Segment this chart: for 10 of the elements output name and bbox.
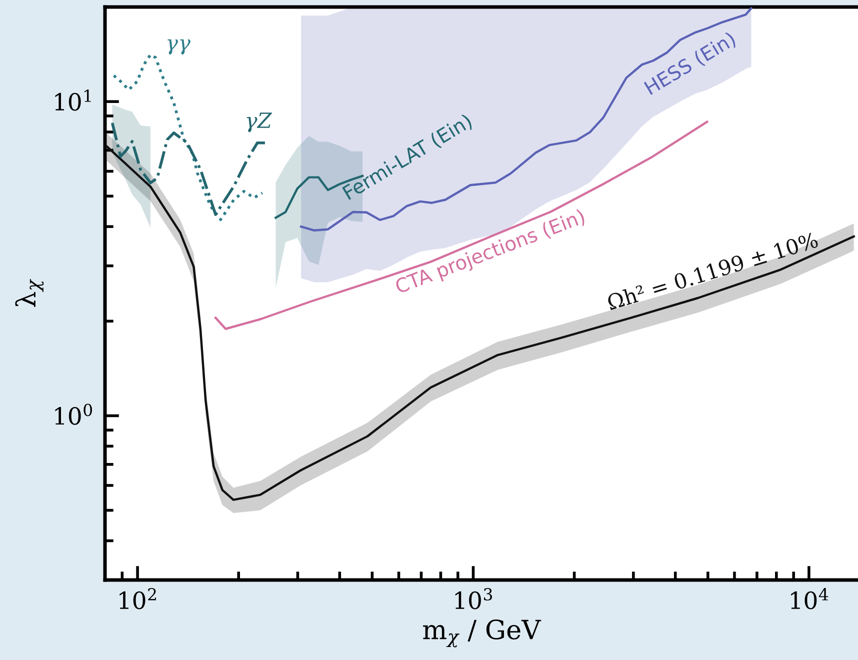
x-tick-label: 10$^{4}$ bbox=[791, 588, 828, 610]
y-tick-label: 10$^{1}$ bbox=[55, 90, 91, 111]
y-tick-label: 10$^{0}$ bbox=[55, 404, 92, 425]
series-label: γZ bbox=[246, 112, 272, 132]
series-label: γγ bbox=[168, 39, 190, 54]
x-tick-label: 10$^{3}$ bbox=[455, 588, 492, 610]
y-axis-title: λ$_{χ}$ bbox=[15, 278, 44, 307]
text: Ωh² = 0.1199 ± 10% bbox=[606, 231, 819, 310]
x-axis-title: m$_{χ}$ / GeV bbox=[423, 620, 542, 648]
x-tick-label: 10$^{2}$ bbox=[120, 588, 156, 610]
